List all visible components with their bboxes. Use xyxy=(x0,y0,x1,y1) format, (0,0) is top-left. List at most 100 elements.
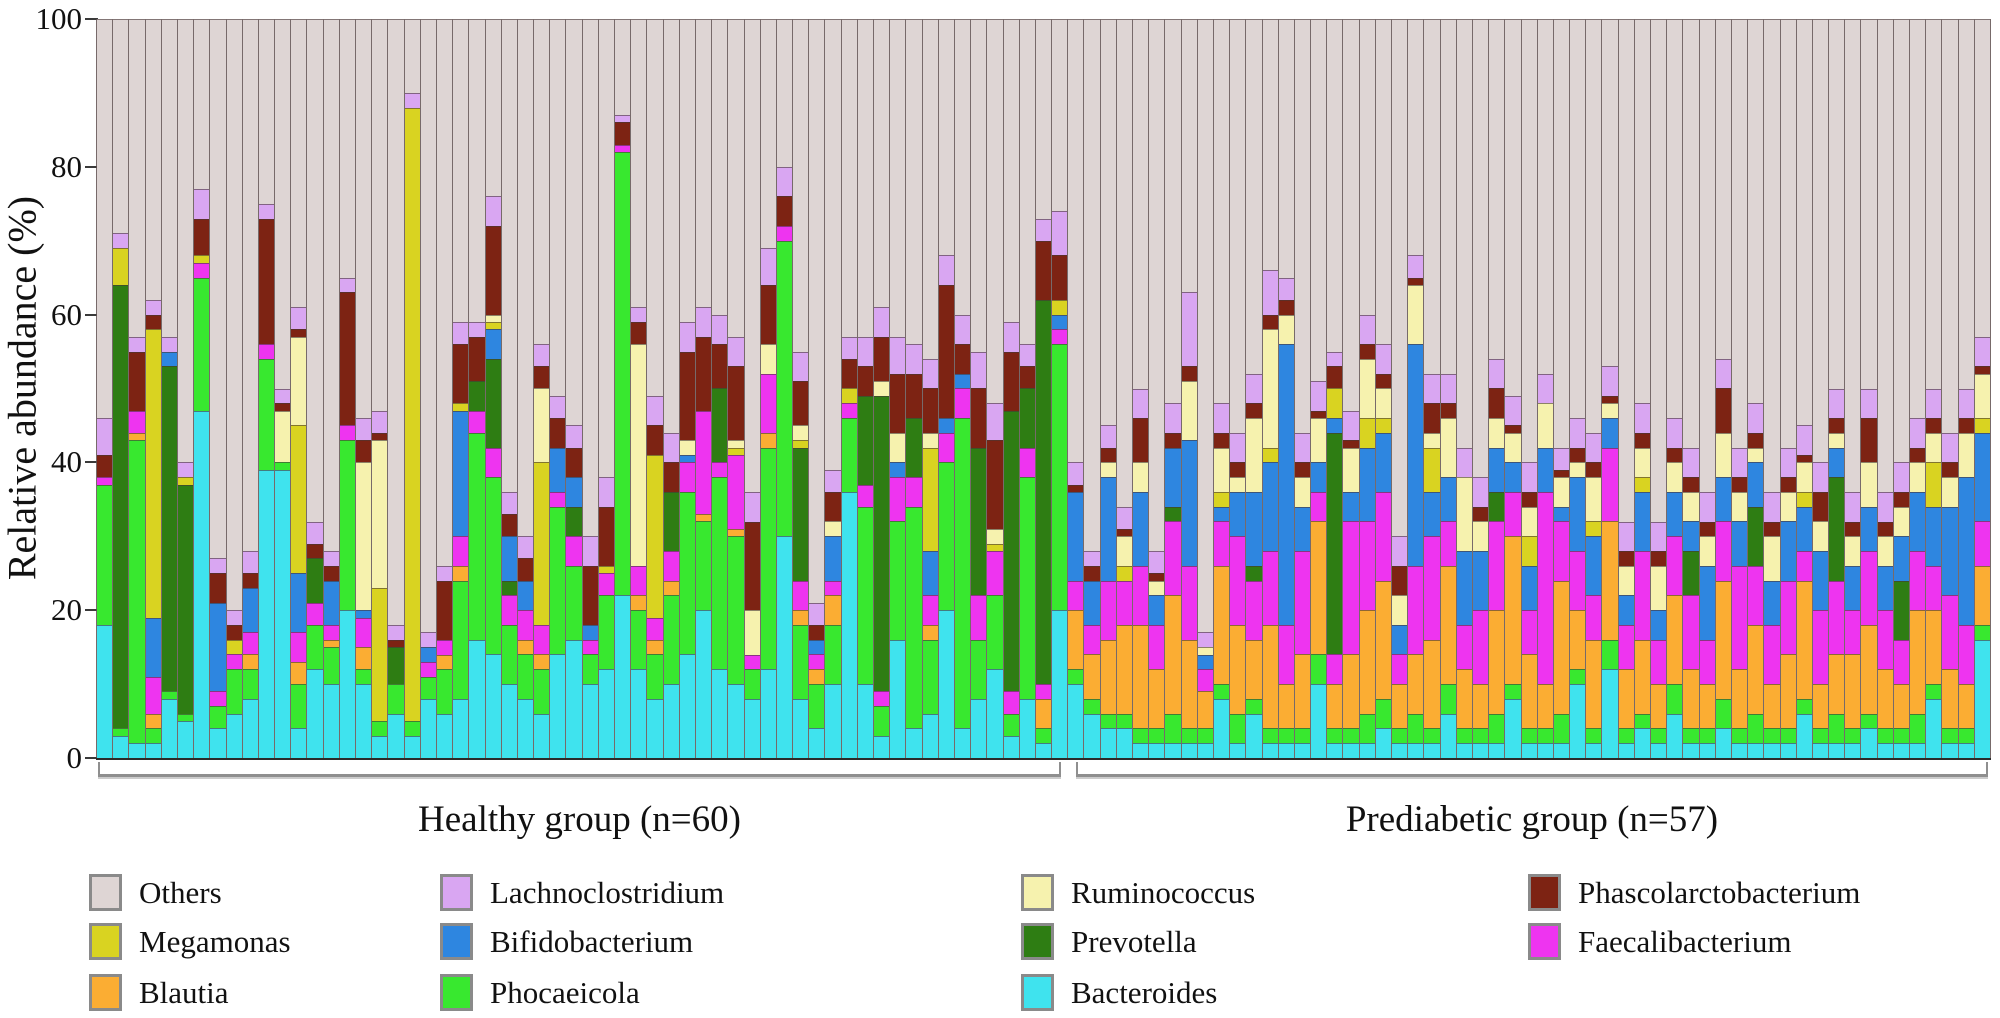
segment-blautia xyxy=(1246,639,1262,699)
segment-bacteroides xyxy=(1165,743,1181,758)
segment-faecalibacterium xyxy=(922,595,938,625)
segment-bifidobacterium xyxy=(1861,506,1877,552)
sample-bar-60 xyxy=(1051,19,1068,758)
segment-bacteroides xyxy=(517,698,534,758)
segment-lachnoclostridium xyxy=(1780,447,1796,478)
segment-phascolarctobacterium xyxy=(469,336,485,382)
segment-others xyxy=(1699,19,1715,492)
segment-phocaeicola xyxy=(1731,728,1748,744)
legend-label-megamonas: Megamonas xyxy=(139,924,291,959)
sample-bar-77 xyxy=(1326,19,1343,758)
segment-phocaeicola xyxy=(663,595,679,685)
segment-blautia xyxy=(1893,684,1909,729)
segment-others xyxy=(1861,19,1877,389)
sample-bar-108 xyxy=(1828,19,1845,758)
segment-ruminococcus xyxy=(1764,536,1780,581)
segment-bacteroides xyxy=(453,698,469,758)
segment-faecalibacterium xyxy=(582,639,598,655)
segment-others xyxy=(890,19,906,337)
segment-prevotella xyxy=(388,647,404,685)
segment-bifidobacterium xyxy=(291,573,307,633)
segment-phocaeicola xyxy=(1942,728,1958,744)
y-tick-label-0: 0 xyxy=(66,740,83,775)
segment-bifidobacterium xyxy=(1084,580,1100,625)
segment-megamonas xyxy=(1116,565,1132,581)
sample-bar-37 xyxy=(678,19,695,758)
segment-lachnoclostridium xyxy=(1068,462,1084,485)
segment-blautia xyxy=(1343,654,1359,729)
segment-blautia xyxy=(1699,684,1715,729)
segment-blautia xyxy=(1230,624,1246,714)
segment-phocaeicola xyxy=(388,684,404,714)
segment-bacteroides xyxy=(987,669,1003,758)
segment-blautia xyxy=(1570,610,1586,670)
segment-phocaeicola xyxy=(1133,728,1149,744)
segment-phocaeicola xyxy=(420,676,436,699)
segment-phascolarctobacterium xyxy=(679,351,695,441)
segment-blautia xyxy=(922,624,938,640)
segment-ruminococcus xyxy=(1586,477,1602,522)
segment-faecalibacterium xyxy=(1829,580,1845,655)
sample-bar-40 xyxy=(727,19,744,758)
segment-phascolarctobacterium xyxy=(582,565,598,625)
y-tick-mark xyxy=(85,461,98,464)
segment-phascolarctobacterium xyxy=(1715,388,1731,433)
segment-phocaeicola xyxy=(631,610,647,670)
segment-others xyxy=(436,19,453,566)
segment-phocaeicola xyxy=(1440,684,1456,714)
segment-others xyxy=(1278,19,1294,278)
segment-bacteroides xyxy=(857,684,873,758)
sample-bar-6 xyxy=(176,19,194,758)
segment-bacteroides xyxy=(1472,743,1489,758)
segment-phascolarctobacterium xyxy=(647,425,663,455)
segment-bacteroides xyxy=(1553,743,1570,758)
segment-bifidobacterium xyxy=(890,462,906,478)
segment-others xyxy=(1375,19,1391,345)
segment-blautia xyxy=(1829,654,1845,714)
sample-bar-95 xyxy=(1617,19,1634,758)
segment-others xyxy=(566,19,582,426)
segment-others xyxy=(1586,19,1602,433)
sample-bar-46 xyxy=(824,19,841,758)
segment-phocaeicola xyxy=(1230,713,1246,744)
segment-phocaeicola xyxy=(194,277,210,411)
segment-prevotella xyxy=(501,580,517,596)
segment-faecalibacterium xyxy=(1958,624,1974,685)
segment-phascolarctobacterium xyxy=(1780,477,1796,492)
segment-lachnoclostridium xyxy=(1618,521,1634,552)
segment-ruminococcus xyxy=(760,344,776,374)
sample-bar-110 xyxy=(1860,19,1877,758)
segment-megamonas xyxy=(177,477,194,485)
segment-bifidobacterium xyxy=(356,610,372,618)
segment-faecalibacterium xyxy=(1035,684,1052,699)
segment-phocaeicola xyxy=(971,639,987,699)
segment-faecalibacterium xyxy=(436,639,453,655)
segment-lachnoclostridium xyxy=(291,307,307,330)
segment-bacteroides xyxy=(1521,743,1537,758)
segment-phascolarctobacterium xyxy=(291,329,307,337)
segment-phocaeicola xyxy=(356,669,372,684)
segment-phocaeicola xyxy=(1213,684,1230,699)
segment-blautia xyxy=(1958,684,1974,729)
segment-lachnoclostridium xyxy=(906,344,922,374)
sample-bar-94 xyxy=(1601,19,1618,758)
segment-bifidobacterium xyxy=(1731,521,1748,566)
segment-bacteroides xyxy=(1489,743,1505,758)
segment-blautia xyxy=(145,713,161,729)
legend-label-lachnoclostridium: Lachnoclostridium xyxy=(490,875,725,910)
segment-lachnoclostridium xyxy=(1958,388,1974,419)
segment-lachnoclostridium xyxy=(1197,632,1213,648)
segment-faecalibacterium xyxy=(1910,551,1926,611)
segment-phascolarctobacterium xyxy=(534,366,550,389)
segment-others xyxy=(1084,19,1100,552)
segment-ruminococcus xyxy=(1893,506,1909,537)
y-tick-label-80: 80 xyxy=(51,148,82,184)
segment-bacteroides xyxy=(695,610,712,758)
segment-phocaeicola xyxy=(1537,728,1553,744)
segment-faecalibacterium xyxy=(534,624,550,655)
segment-lachnoclostridium xyxy=(194,188,210,219)
segment-bacteroides xyxy=(1570,684,1586,758)
sample-bar-26 xyxy=(500,19,517,758)
segment-blautia xyxy=(436,654,453,670)
segment-ruminococcus xyxy=(356,462,372,611)
